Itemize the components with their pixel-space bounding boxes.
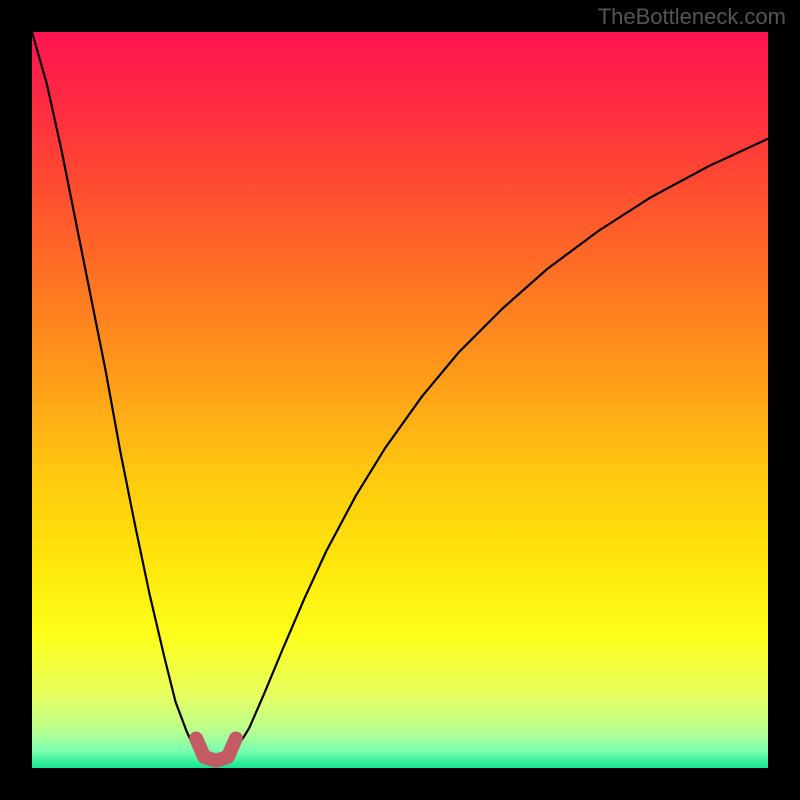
chart-container: TheBottleneck.com bbox=[0, 0, 800, 800]
bottleneck-chart bbox=[0, 0, 800, 800]
plot-area bbox=[32, 32, 768, 768]
watermark-text: TheBottleneck.com bbox=[598, 4, 786, 30]
